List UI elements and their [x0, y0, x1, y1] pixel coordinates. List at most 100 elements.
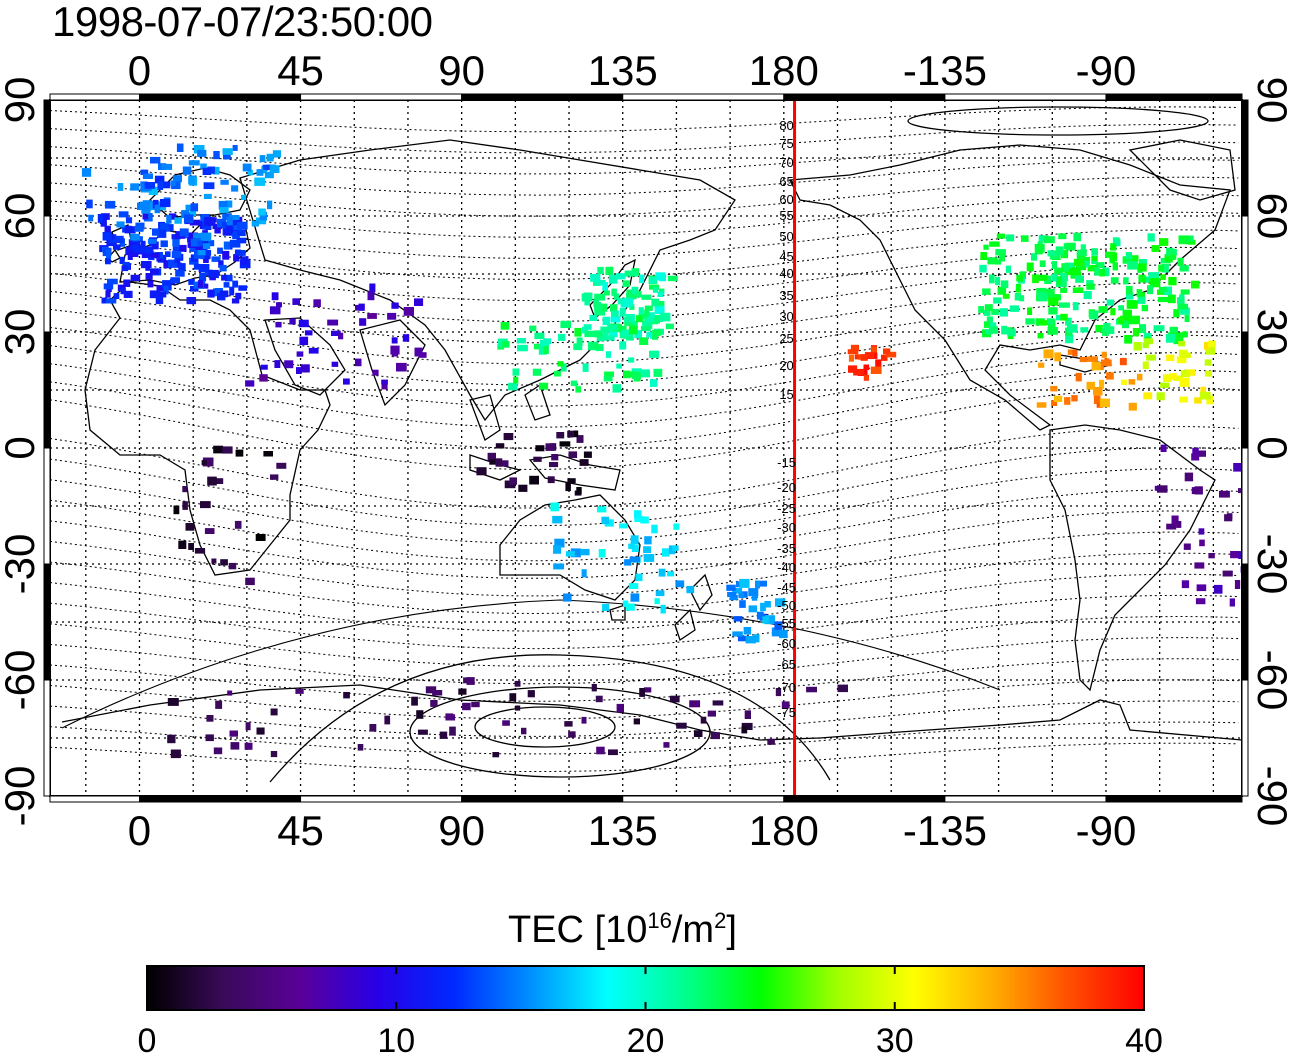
tec-observation-point [864, 352, 875, 360]
top-longitude-label: 45 [277, 47, 324, 94]
tec-observation-point [185, 204, 191, 211]
right-scale-segment [1241, 215, 1249, 333]
tec-observation-point [1101, 359, 1112, 367]
tec-observation-point [1176, 332, 1185, 338]
tec-observation-point [104, 200, 116, 209]
tec-observation-point [598, 549, 606, 558]
tec-observation-point [156, 256, 162, 262]
top-scale-segment [622, 93, 785, 101]
tec-observation-point [600, 326, 609, 334]
tec-observation-point [979, 264, 987, 273]
tec-observation-point [1169, 254, 1177, 260]
tec-observation-point [1136, 373, 1143, 381]
magnetic-latitude-contour [50, 299, 1239, 365]
tec-observation-point [1043, 349, 1054, 359]
tec-observation-point [174, 217, 182, 224]
tec-observation-point [369, 283, 376, 293]
tec-observation-point [1195, 450, 1206, 457]
tec-observation-point [628, 325, 638, 335]
tec-observation-point [590, 273, 601, 282]
tec-observation-point [170, 180, 176, 186]
tec-observation-point [244, 742, 253, 750]
tec-observation-point [207, 289, 215, 298]
tec-observation-point [202, 243, 211, 249]
tec-observation-point [275, 321, 282, 328]
left-scale-segment [43, 331, 51, 449]
tec-observation-point [152, 241, 159, 250]
tec-observation-point [263, 451, 273, 457]
tec-observation-point [173, 505, 180, 515]
tec-observation-point [188, 279, 195, 285]
tec-observation-point [1142, 361, 1149, 370]
tec-observation-point [673, 523, 680, 530]
tec-observation-point [1098, 306, 1108, 313]
tec-observation-point [1120, 315, 1131, 321]
tec-observation-point [1205, 345, 1216, 355]
tec-observation-point [204, 528, 215, 534]
tec-observation-point [1128, 402, 1137, 411]
tec-observation-point [193, 145, 205, 154]
tec-observation-point [269, 306, 281, 315]
tec-observation-point [148, 186, 158, 195]
top-scale-segment [944, 93, 1107, 101]
colorbar-title-unit: /m [671, 909, 715, 951]
tec-observation-point [576, 435, 584, 443]
tec-observation-point [256, 727, 265, 735]
tec-observation-point [1137, 296, 1146, 304]
tec-observation-point [300, 364, 310, 373]
tec-observation-point [202, 457, 214, 467]
tec-observation-point [1164, 254, 1173, 263]
tec-observation-point [1173, 309, 1180, 318]
tec-observation-point [1128, 379, 1136, 385]
tec-observation-point [1163, 286, 1172, 296]
tec-observation-point [860, 354, 868, 361]
colorbar-tick-label: 0 [138, 1022, 157, 1057]
tec-observation-point [626, 289, 634, 299]
tec-observation-point [610, 304, 618, 312]
tec-observation-point [568, 731, 576, 738]
tec-observation-point [259, 211, 267, 221]
colorbar-title-exponent: 16 [647, 908, 672, 933]
tec-observation-point [172, 246, 182, 252]
tec-observation-point [471, 702, 480, 708]
tec-observation-point [1019, 295, 1025, 302]
tec-observation-point [1206, 395, 1214, 405]
tec-observation-point [289, 318, 296, 325]
tec-observation-point [1053, 395, 1063, 403]
tec-observation-point [1063, 243, 1071, 249]
tec-observation-point [999, 308, 1008, 317]
tec-observation-point [197, 280, 204, 288]
tec-observation-point [1129, 315, 1140, 325]
tec-observation-point [1103, 322, 1111, 331]
tec-observation-point [269, 165, 280, 173]
tec-observation-point [181, 210, 190, 219]
tec-observation-point [995, 249, 1006, 256]
right-scale-segment [1241, 99, 1249, 217]
tec-observation-point [1153, 325, 1165, 332]
tec-observation-point [220, 179, 229, 185]
tec-observation-point [1199, 391, 1211, 400]
tec-observation-point [100, 218, 107, 227]
tec-observation-point [154, 204, 161, 214]
tec-observation-point [228, 562, 237, 570]
tec-observation-point [1101, 351, 1107, 358]
tec-observation-point [1180, 289, 1190, 295]
tec-observation-point [390, 345, 400, 355]
left-scale-segment [43, 447, 51, 565]
contour-label: 15 [779, 387, 793, 402]
magnetic-latitude-contour [50, 510, 1239, 579]
tec-observation-point [693, 730, 703, 737]
tec-observation-point [200, 163, 207, 169]
tec-observation-point [642, 320, 653, 329]
tec-observation-point [178, 263, 186, 271]
tec-observation-point [660, 604, 666, 614]
tec-observation-point [170, 277, 180, 284]
tec-observation-point [1144, 338, 1154, 345]
tec-observation-point [1147, 285, 1154, 295]
tec-observation-point [639, 688, 645, 697]
tec-observation-point [167, 698, 179, 706]
tec-observation-point [627, 270, 638, 277]
tec-observation-point [134, 245, 146, 253]
tec-observation-point [617, 298, 625, 305]
tec-observation-point [727, 591, 737, 597]
